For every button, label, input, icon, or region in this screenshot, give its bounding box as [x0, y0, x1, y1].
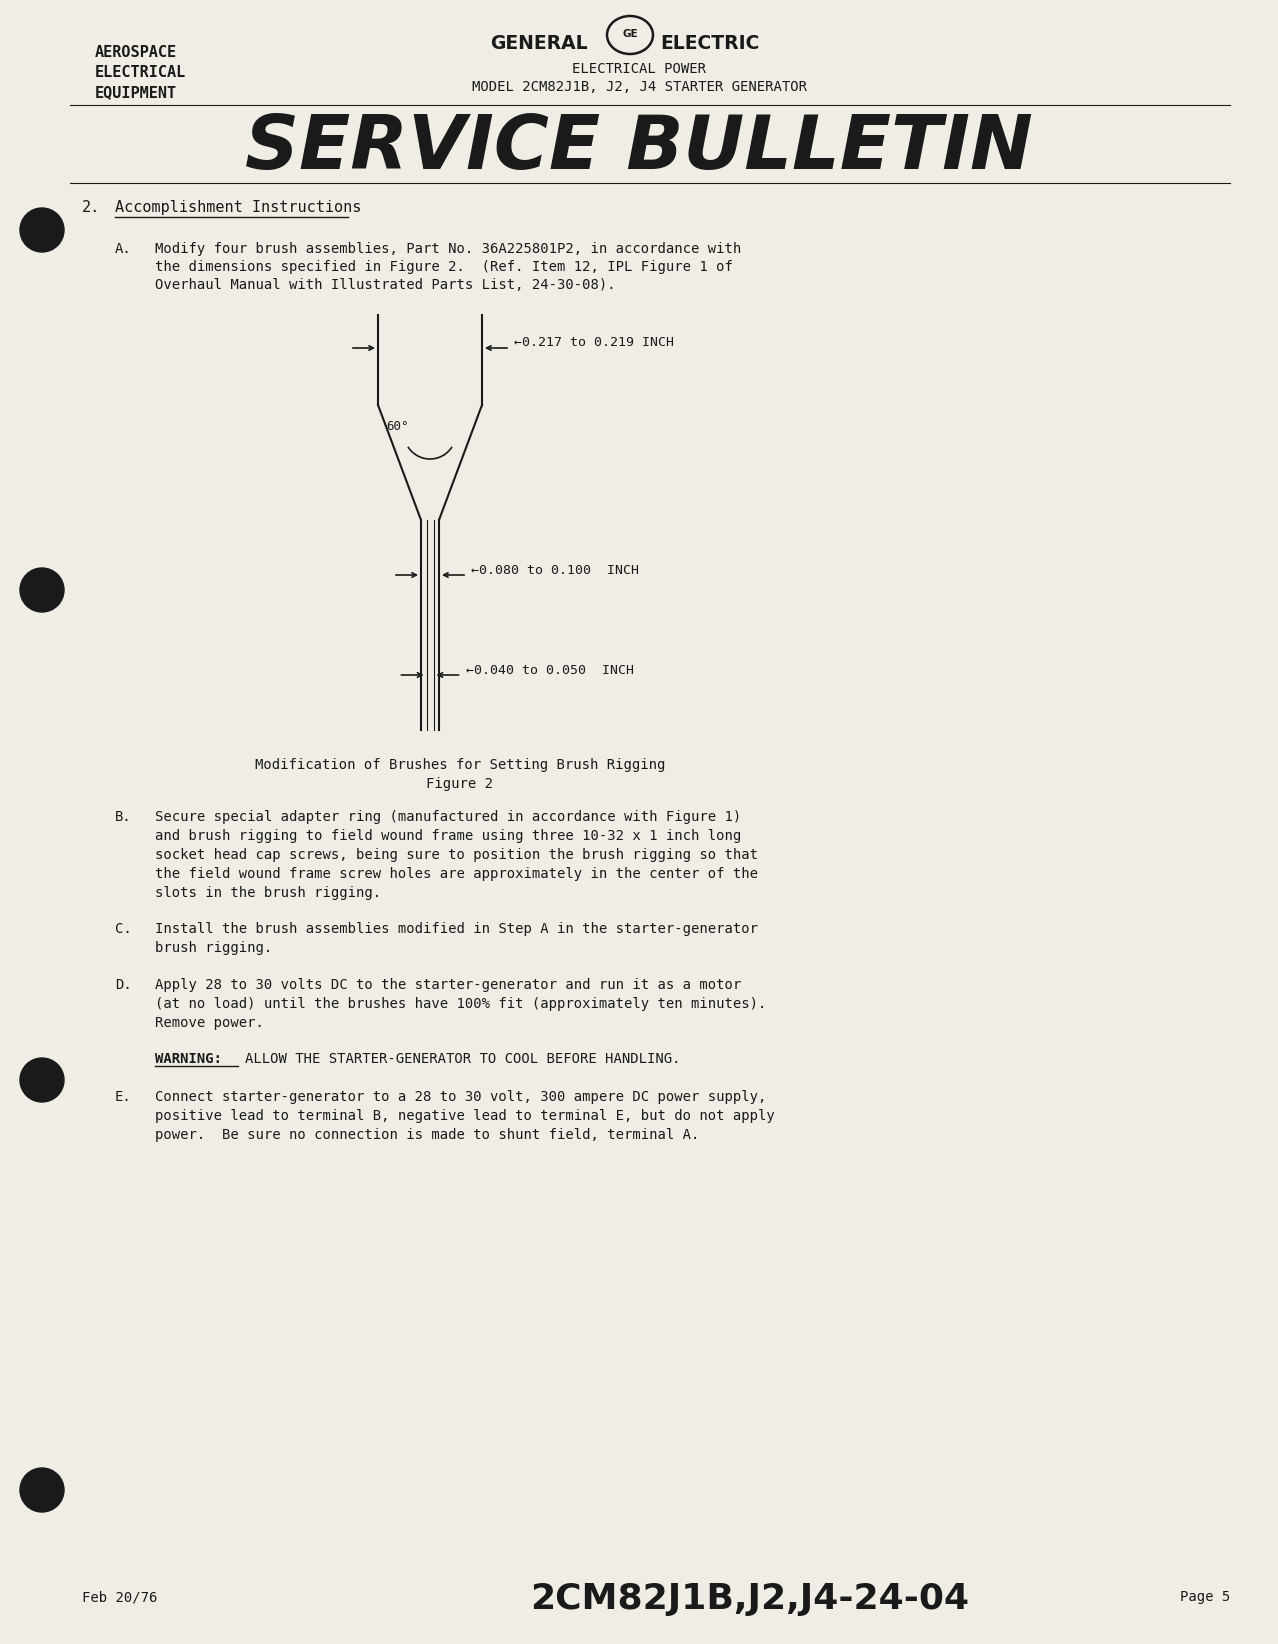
Text: power.  Be sure no connection is made to shunt field, terminal A.: power. Be sure no connection is made to … — [155, 1128, 699, 1143]
Text: socket head cap screws, being sure to position the brush rigging so that: socket head cap screws, being sure to po… — [155, 848, 758, 861]
Text: (at no load) until the brushes have 100% fit (approximately ten minutes).: (at no load) until the brushes have 100%… — [155, 996, 767, 1011]
Circle shape — [20, 1468, 64, 1512]
Text: the field wound frame screw holes are approximately in the center of the: the field wound frame screw holes are ap… — [155, 866, 758, 881]
Circle shape — [20, 209, 64, 252]
Text: Modify four brush assemblies, Part No. 36A225801P2, in accordance with: Modify four brush assemblies, Part No. 3… — [155, 242, 741, 256]
Text: Accomplishment Instructions: Accomplishment Instructions — [115, 201, 362, 215]
Text: slots in the brush rigging.: slots in the brush rigging. — [155, 886, 381, 899]
Text: 2.: 2. — [82, 201, 100, 215]
Text: WARNING:: WARNING: — [155, 1052, 222, 1065]
Ellipse shape — [607, 16, 653, 54]
Text: SERVICE BULLETIN: SERVICE BULLETIN — [245, 112, 1033, 186]
Text: 60°: 60° — [386, 419, 409, 432]
Text: 2CM82J1B,J2,J4-24-04: 2CM82J1B,J2,J4-24-04 — [530, 1582, 970, 1616]
Text: ←0.040 to 0.050  INCH: ←0.040 to 0.050 INCH — [465, 664, 634, 676]
Text: ALLOW THE STARTER-GENERATOR TO COOL BEFORE HANDLING.: ALLOW THE STARTER-GENERATOR TO COOL BEFO… — [245, 1052, 680, 1065]
Text: GENERAL: GENERAL — [489, 35, 588, 53]
Text: ELECTRICAL POWER: ELECTRICAL POWER — [573, 62, 705, 76]
Text: Install the brush assemblies modified in Step A in the starter-generator: Install the brush assemblies modified in… — [155, 922, 758, 935]
Text: ELECTRIC: ELECTRIC — [659, 35, 759, 53]
Text: Secure special adapter ring (manufactured in accordance with Figure 1): Secure special adapter ring (manufacture… — [155, 810, 741, 824]
Text: Overhaul Manual with Illustrated Parts List, 24-30-08).: Overhaul Manual with Illustrated Parts L… — [155, 278, 616, 293]
Text: GE: GE — [622, 30, 638, 39]
Text: the dimensions specified in Figure 2.  (Ref. Item 12, IPL Figure 1 of: the dimensions specified in Figure 2. (R… — [155, 260, 732, 275]
Text: Modification of Brushes for Setting Brush Rigging: Modification of Brushes for Setting Brus… — [254, 758, 665, 773]
Text: Remove power.: Remove power. — [155, 1016, 263, 1031]
Text: MODEL 2CM82J1B, J2, J4 STARTER GENERATOR: MODEL 2CM82J1B, J2, J4 STARTER GENERATOR — [472, 81, 806, 94]
Text: A.: A. — [115, 242, 132, 256]
Text: Figure 2: Figure 2 — [427, 778, 493, 791]
Text: Apply 28 to 30 volts DC to the starter-generator and run it as a motor: Apply 28 to 30 volts DC to the starter-g… — [155, 978, 741, 991]
Circle shape — [20, 567, 64, 612]
Text: AEROSPACE: AEROSPACE — [95, 44, 178, 59]
Text: positive lead to terminal B, negative lead to terminal E, but do not apply: positive lead to terminal B, negative le… — [155, 1110, 774, 1123]
Text: ←0.217 to 0.219 INCH: ←0.217 to 0.219 INCH — [514, 337, 674, 350]
Text: EQUIPMENT: EQUIPMENT — [95, 85, 178, 100]
Text: Feb 20/76: Feb 20/76 — [82, 1590, 157, 1605]
Text: Page 5: Page 5 — [1180, 1590, 1229, 1605]
Text: B.: B. — [115, 810, 132, 824]
Text: and brush rigging to field wound frame using three 10-32 x 1 inch long: and brush rigging to field wound frame u… — [155, 829, 741, 843]
Text: D.: D. — [115, 978, 132, 991]
Text: brush rigging.: brush rigging. — [155, 940, 272, 955]
Text: C.: C. — [115, 922, 132, 935]
Text: ←0.080 to 0.100  INCH: ←0.080 to 0.100 INCH — [472, 564, 639, 577]
Text: ELECTRICAL: ELECTRICAL — [95, 66, 187, 81]
Text: E.: E. — [115, 1090, 132, 1105]
Circle shape — [20, 1059, 64, 1101]
Text: Connect starter-generator to a 28 to 30 volt, 300 ampere DC power supply,: Connect starter-generator to a 28 to 30 … — [155, 1090, 767, 1105]
